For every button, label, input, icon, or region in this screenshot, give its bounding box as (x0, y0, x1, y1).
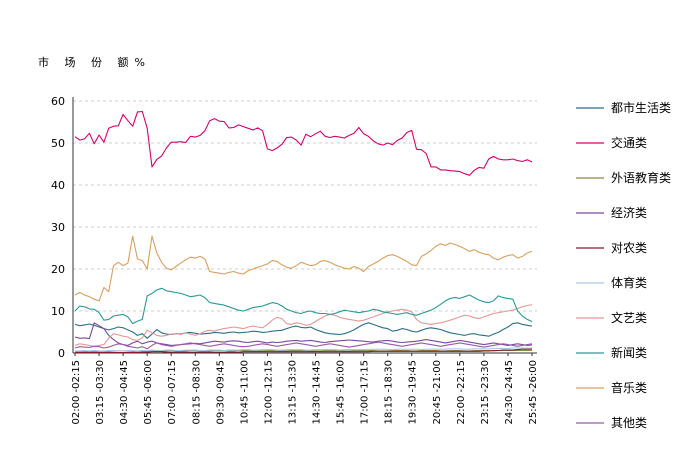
axes: 0 10 20 30 40 50 60 02:00 -02:15 03:15 -03:30 04:… (51, 95, 539, 424)
x-tick-label: 23:15 -23:30 (480, 360, 491, 424)
legend-label: 都市生活类 (611, 100, 671, 115)
legend-label: 文艺类 (611, 310, 647, 325)
series-lines (74, 110, 533, 354)
x-tick-label: 05:45 -06:00 (143, 360, 154, 424)
x-tick-label: 22:00 -22:15 (456, 360, 467, 424)
legend-label: 交通类 (611, 135, 647, 150)
x-tick-label: 17:00 -17:15 (360, 360, 371, 424)
series-line-1 (74, 322, 533, 339)
legend-label: 音乐类 (611, 380, 647, 395)
x-tick-label: 14:30 -14:45 (312, 360, 323, 424)
x-tick-label: 02:00 -02:15 (71, 360, 82, 424)
x-tick-label: 13:15 -13:30 (287, 360, 298, 424)
series-line-6 (75, 347, 532, 352)
x-tick-label: 24:30 -24:45 (504, 360, 515, 424)
series-line-8 (74, 287, 533, 325)
series-line-9 (74, 235, 533, 302)
legend-label: 其他类 (611, 416, 647, 430)
y-tick-label: 30 (51, 221, 65, 234)
y-tick-label: 10 (51, 305, 65, 318)
x-tick-label: 12:00 -12:15 (263, 360, 274, 424)
gridlines (73, 100, 537, 312)
y-axis-title: 市 场 份 额% (38, 55, 151, 69)
x-tick-label: 10:45 -11:00 (239, 360, 250, 424)
y-tick-label: 20 (51, 263, 65, 276)
y-tick-label: 60 (51, 95, 65, 108)
x-tick-label: 19:30 -19:45 (408, 360, 419, 424)
legend-label: 外语教育类 (611, 170, 671, 185)
x-tick-label: 08:15 -08:30 (191, 360, 202, 424)
legend-label: 经济类 (611, 205, 647, 220)
series-line-2 (74, 110, 533, 176)
x-tick-label: 25:45 -26:00 (528, 360, 539, 424)
y-tick-label: 0 (58, 347, 65, 360)
legend-label: 新闻类 (611, 345, 647, 360)
x-tick-label: 07:00 -07:15 (167, 360, 178, 424)
legend-label: 体育类 (611, 275, 647, 290)
x-tick-label: 03:15 -03:30 (95, 360, 106, 424)
series-line-10 (74, 341, 533, 350)
y-tick-label: 50 (51, 137, 65, 150)
series-line-4 (74, 322, 533, 346)
x-tick-label: 18:15 -18:30 (384, 360, 395, 424)
x-tick-label: 15:45 -16:00 (336, 360, 347, 424)
series-line-7 (74, 304, 533, 347)
y-tick-label: 40 (51, 179, 65, 192)
x-tick-label: 04:30 -04:45 (119, 360, 130, 424)
x-tick-label: 20:45 -21:00 (432, 360, 443, 424)
series-line-5 (75, 348, 532, 354)
x-tick-label: 09:30 -09:45 (215, 360, 226, 424)
legend-label: 对农类 (611, 241, 647, 255)
